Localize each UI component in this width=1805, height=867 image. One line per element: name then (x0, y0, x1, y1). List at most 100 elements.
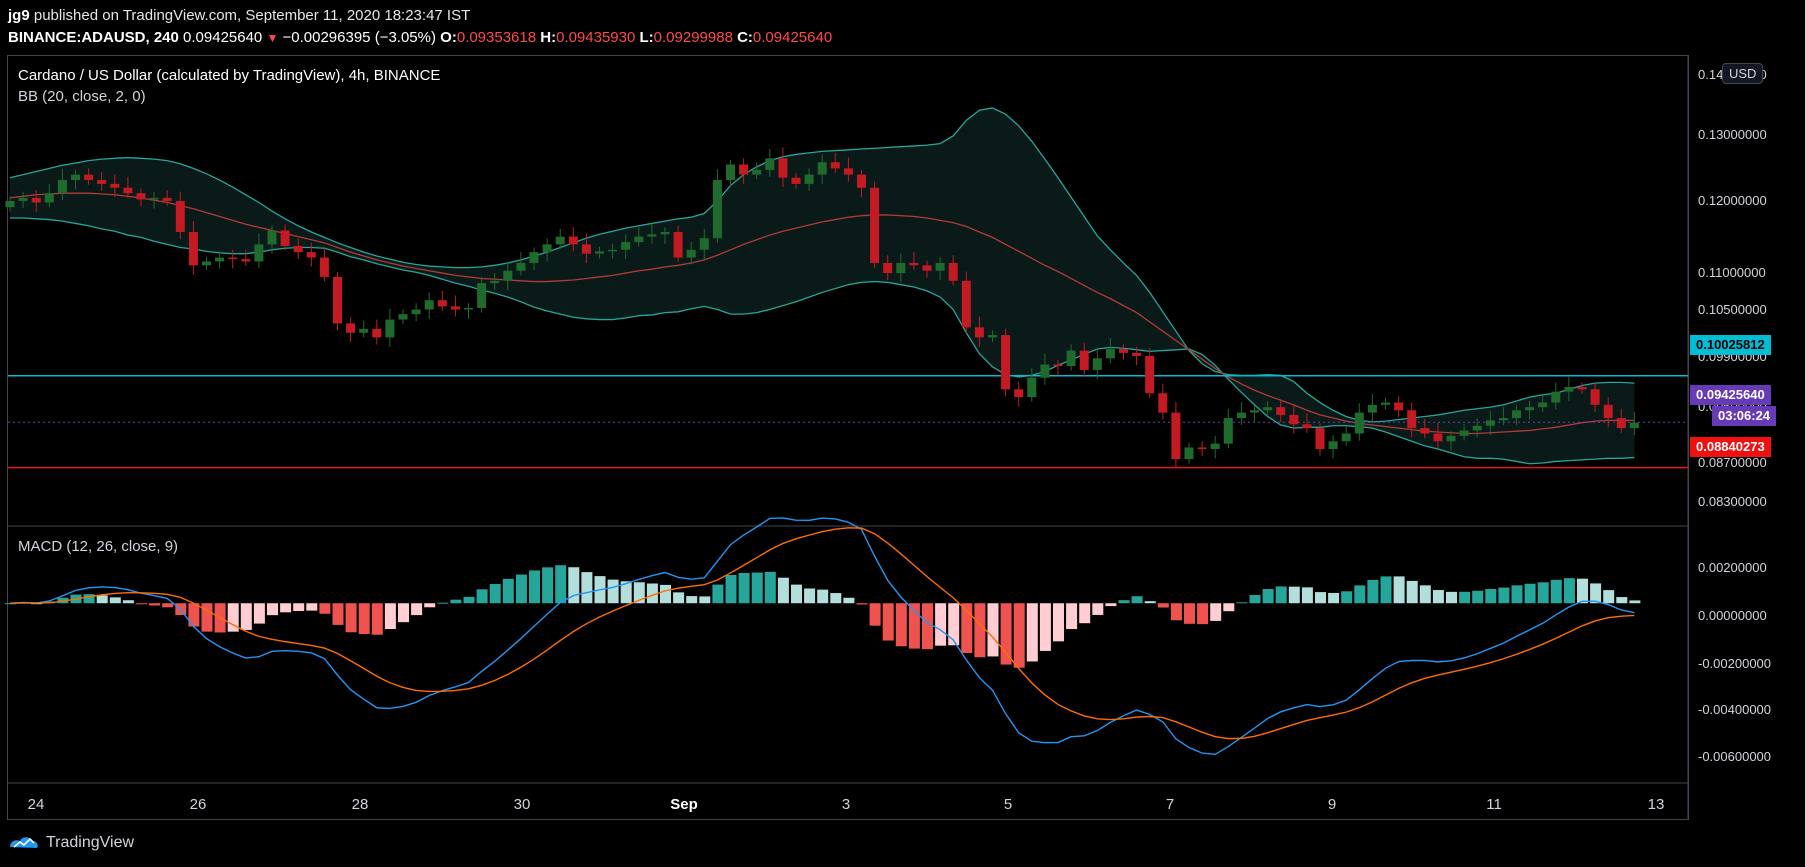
candle-body (804, 174, 814, 184)
macd-indicator-legend[interactable]: MACD (12, 26, close, 9) (18, 538, 179, 555)
macd-histogram-bar (489, 584, 501, 604)
candle-body (1132, 352, 1142, 357)
candle-body (71, 174, 80, 181)
macd-histogram-bar (149, 603, 161, 606)
macd-tick-label: -0.00200000 (1698, 656, 1772, 671)
candle-body (1210, 443, 1220, 450)
macd-histogram-bar (1131, 596, 1143, 604)
brand-name[interactable]: TradingView (46, 834, 135, 851)
candle-body (1629, 422, 1639, 429)
macd-histogram-bar (1406, 580, 1418, 604)
price-tick-label: 0.10500000 (1698, 302, 1767, 317)
tradingview-logo-icon[interactable] (8, 833, 40, 853)
macd-histogram-bar (188, 603, 200, 627)
candle-body (241, 259, 251, 262)
candle-body (948, 262, 958, 281)
macd-histogram-bar (568, 567, 580, 604)
macd-histogram-bar (1563, 578, 1575, 604)
time-tick-label: 30 (513, 796, 531, 813)
candle-body (254, 244, 264, 262)
candle-body (1354, 412, 1364, 434)
candle-body (175, 200, 185, 232)
candle-body (1498, 418, 1508, 421)
candle-body (1551, 391, 1561, 403)
candle-body (1472, 425, 1482, 431)
price-tick-label: 0.12000000 (1698, 193, 1767, 208)
macd-histogram-bar (1419, 585, 1431, 604)
candle-body (830, 162, 840, 169)
candle-body (1328, 441, 1338, 450)
candle-body (319, 257, 329, 277)
time-tick-label: 3 (841, 796, 851, 813)
candle-body (961, 280, 971, 328)
candle-body (765, 158, 775, 170)
time-tick-label: 5 (1003, 796, 1013, 813)
macd-histogram-bar (253, 603, 265, 624)
candle-body (97, 180, 107, 184)
candle-body (57, 180, 67, 194)
currency-button[interactable]: USD (1722, 63, 1764, 84)
macd-histogram-bar (1079, 603, 1091, 624)
candle-body (188, 231, 198, 266)
macd-histogram-bar (869, 603, 881, 626)
candle-body (857, 174, 866, 188)
candle-body (1158, 393, 1168, 413)
bb-indicator-legend[interactable]: BB (20, close, 2, 0) (18, 88, 146, 105)
low-value: 0.09299988 (653, 29, 733, 46)
macd-histogram-bar (1629, 600, 1641, 604)
macd-histogram-bar (529, 570, 540, 604)
macd-histogram-bar (1053, 603, 1064, 642)
candle-body (1616, 418, 1626, 429)
macd-histogram-bar (1341, 591, 1353, 604)
macd-histogram-bar (1157, 603, 1169, 608)
candle-body (306, 252, 316, 258)
time-tick-label: 7 (1165, 796, 1175, 813)
candle-body (1420, 428, 1430, 434)
macd-histogram-bar (1459, 591, 1471, 604)
close-label: C: (737, 29, 753, 46)
macd-histogram-bar (463, 596, 475, 604)
candle-body (1407, 410, 1417, 429)
macd-histogram-bar (267, 603, 278, 616)
macd-tick-label: 0.00000000 (1698, 608, 1767, 623)
macd-histogram-bar (227, 603, 239, 632)
macd-histogram-bar (1380, 576, 1392, 604)
candle-body (817, 162, 827, 175)
candle-body (909, 262, 919, 266)
candle-body (1066, 350, 1076, 367)
macd-histogram-bar (555, 565, 567, 604)
macd-histogram-bar (1236, 602, 1248, 604)
candle-body (699, 238, 709, 250)
time-tick-label: 11 (1486, 796, 1502, 813)
macd-histogram-bar (856, 603, 868, 605)
author-name[interactable]: jg9 (8, 7, 30, 24)
macd-histogram-bar (1288, 586, 1300, 604)
macd-histogram-bar (515, 574, 527, 604)
candle-body (31, 197, 41, 203)
macd-histogram-bar (791, 584, 802, 604)
time-tick-label: 26 (189, 796, 207, 813)
macd-histogram-bar (777, 577, 789, 604)
candle-body (84, 174, 94, 181)
candle-body (123, 187, 133, 194)
candle-body (450, 306, 460, 310)
candle-body (385, 319, 395, 338)
candle-body (686, 249, 696, 258)
macd-histogram-bar (358, 603, 370, 634)
macd-histogram-bar (1498, 587, 1510, 604)
macd-histogram-bar (987, 603, 999, 657)
macd-histogram-bar (948, 603, 960, 646)
candle-body (896, 262, 906, 274)
candle-body (149, 197, 159, 200)
macd-histogram-bar (908, 603, 920, 649)
price-tick-label: 0.08300000 (1698, 494, 1767, 509)
candle-body (1538, 402, 1548, 408)
candle-body (1171, 412, 1181, 460)
candle-body (581, 244, 591, 254)
candle-body (1250, 410, 1259, 413)
macd-histogram-bar (450, 599, 462, 604)
time-tick-label: 13 (1647, 796, 1665, 813)
macd-histogram-bar (332, 603, 344, 625)
macd-histogram-bar (1590, 583, 1602, 604)
